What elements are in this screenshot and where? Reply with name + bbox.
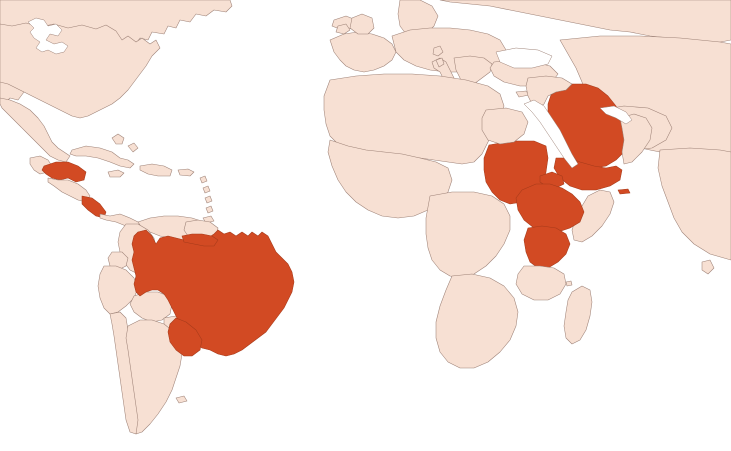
country-ethiopia [515,183,585,233]
country-honduras [41,161,87,183]
sea-black-sea [495,47,553,69]
country-brazil-north-notch [181,233,219,247]
island-bahamas [111,133,139,153]
country-mexico [0,97,71,163]
island-madagascar [563,285,593,345]
country-peru [97,265,139,315]
island-comoros [565,280,573,287]
region-southern-africa [435,273,519,369]
island-hispaniola [139,163,173,177]
country-oman-uae [619,113,653,165]
region-russia-west [439,0,731,45]
island-jamaica [107,169,125,178]
country-ecuador [107,251,129,271]
island-cuba [69,145,135,169]
country-tanzania [515,265,567,301]
sea-persian-gulf [599,105,633,125]
region-north-africa [323,73,505,165]
sea-red-sea [523,99,579,169]
country-bolivia [129,291,173,323]
country-kenya [523,225,571,269]
island-socotra [617,188,631,195]
island-british-isles [335,13,375,35]
country-egypt [481,107,529,145]
island-sri-lanka [701,259,715,275]
country-iraq-syria-jordan-israel [525,75,573,109]
region-central-africa [425,191,511,279]
region-south-asia [657,147,731,261]
island-falklands [175,395,188,404]
islands-lesser-antilles [199,175,214,214]
great-lakes [27,17,69,55]
island-puerto-rico [177,168,195,177]
country-brazil-south [167,317,203,357]
